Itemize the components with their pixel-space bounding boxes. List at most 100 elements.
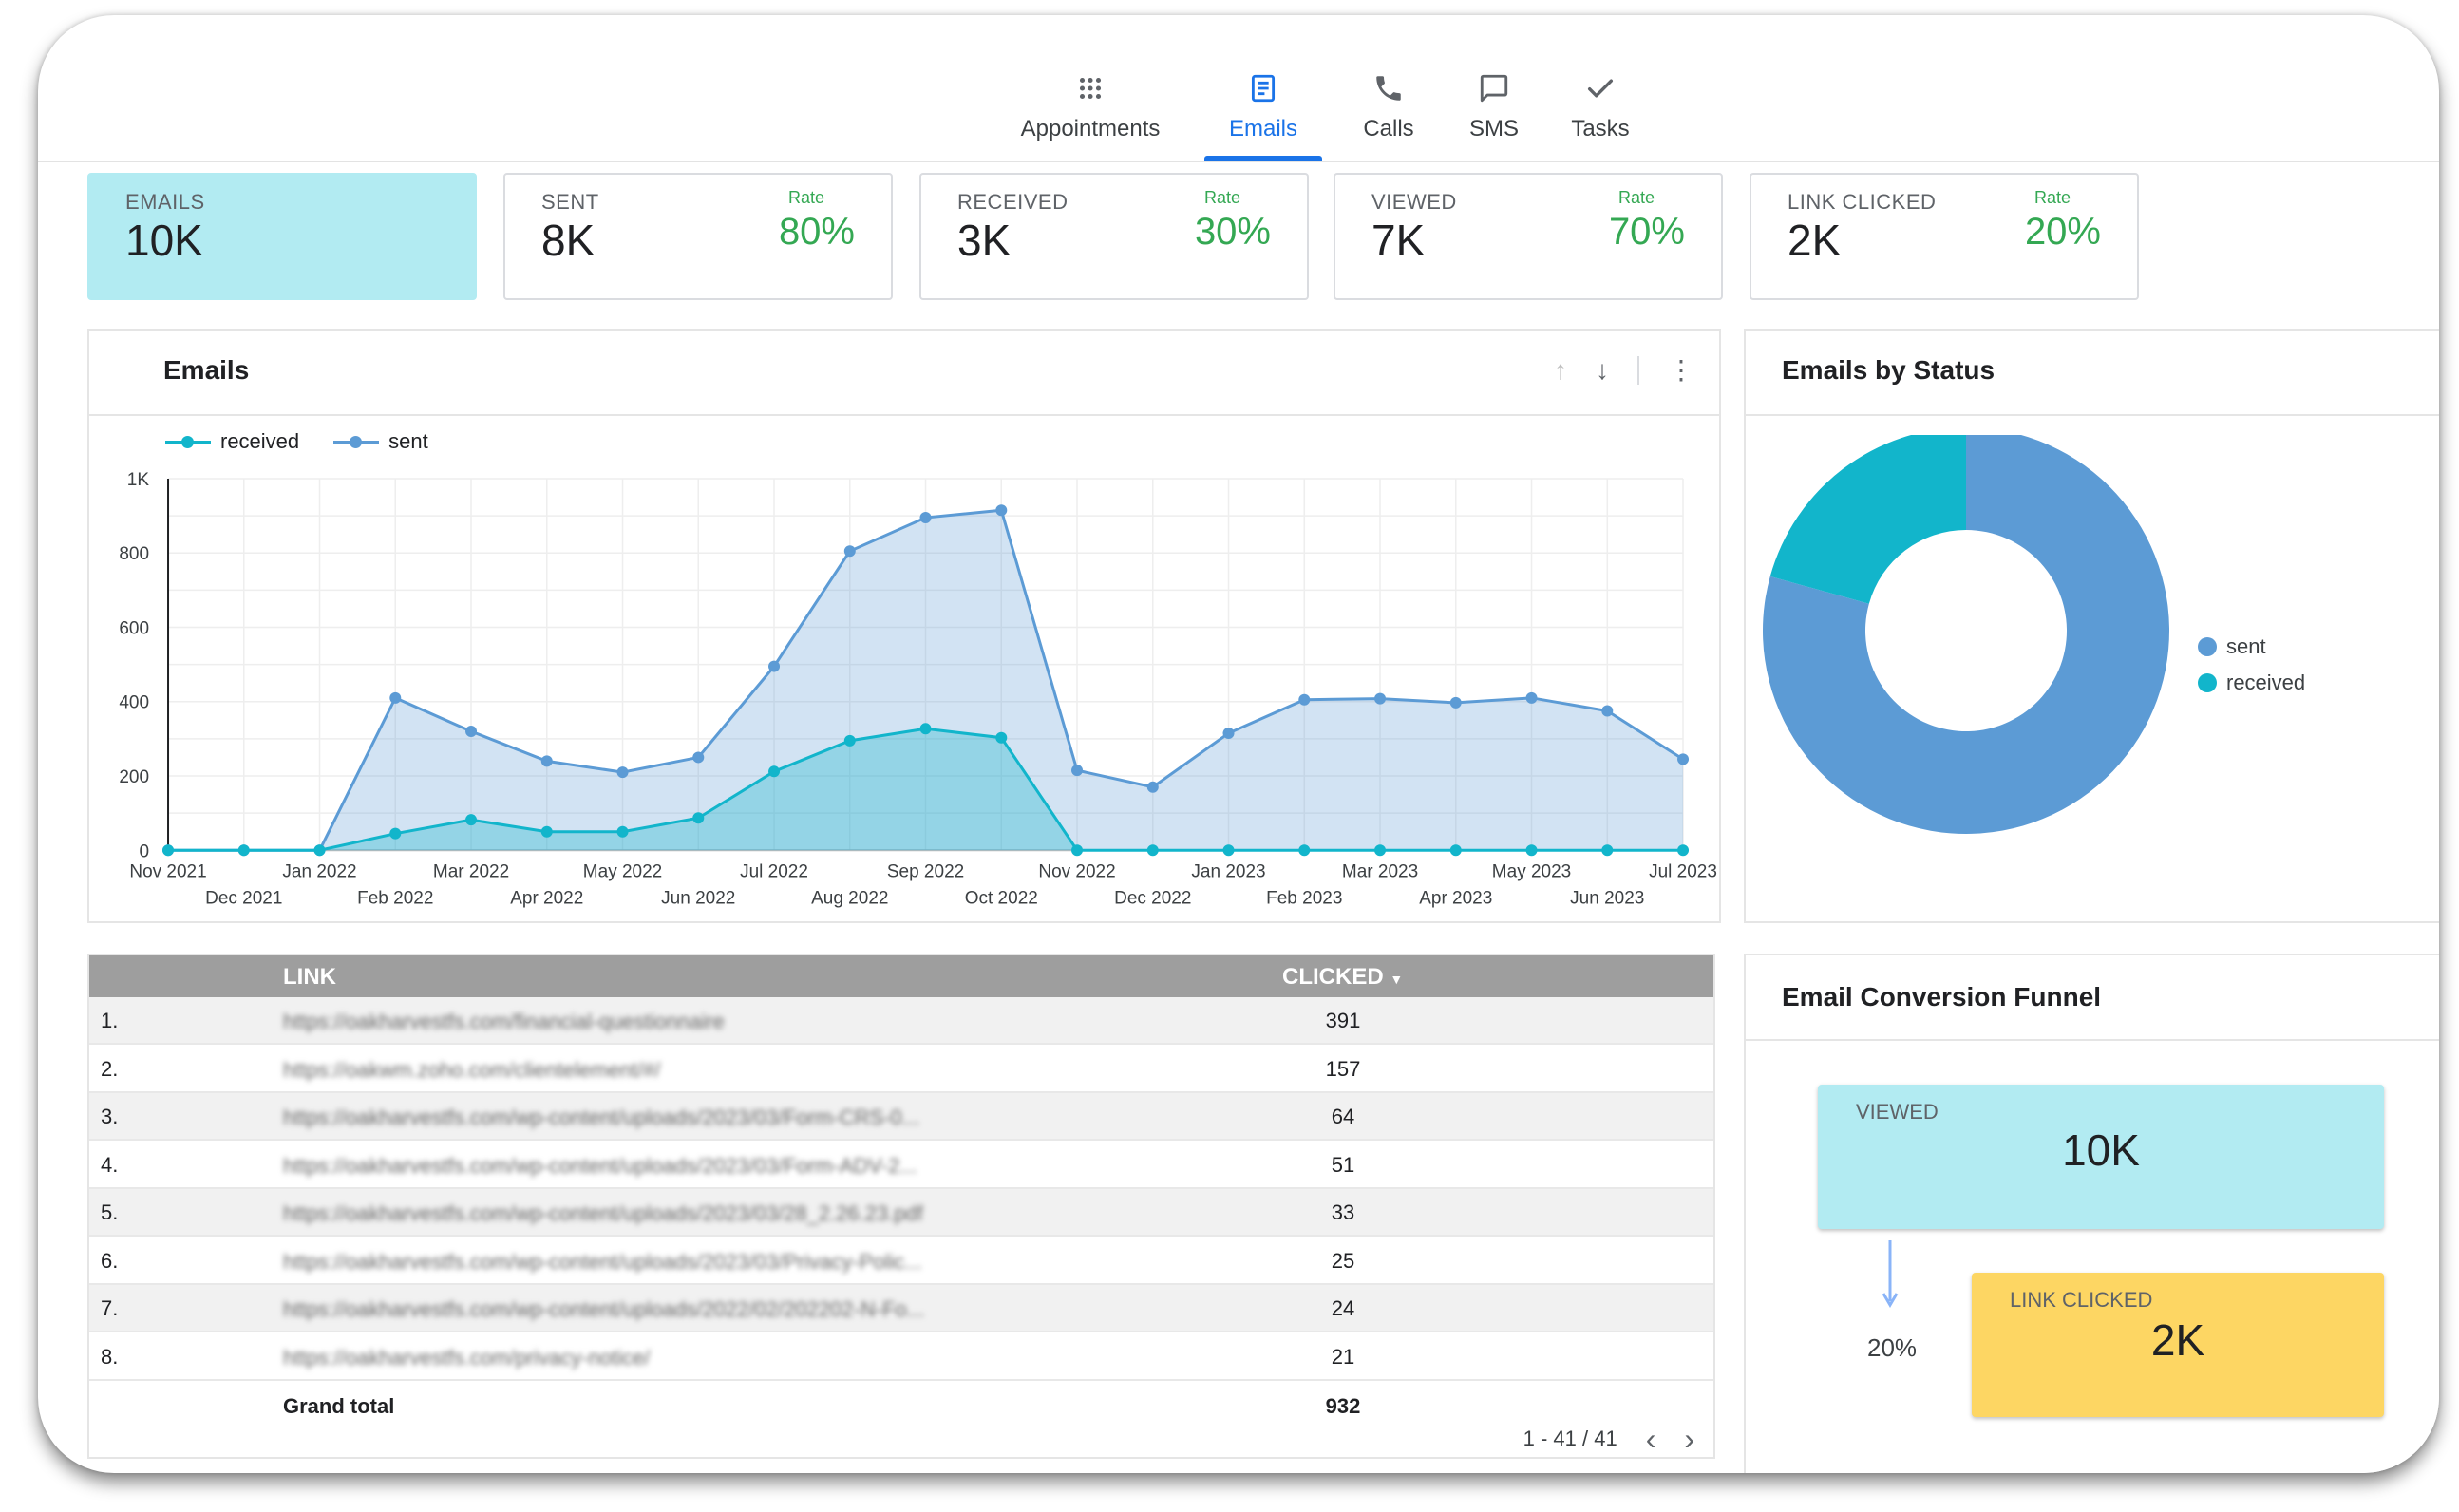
checkmark-icon <box>1558 72 1643 110</box>
legend-dot <box>2198 637 2217 656</box>
x-tick-label: Jun 2023 <box>1570 888 1644 908</box>
chart-toolbar: ↑ ↓ ⋮ <box>1554 355 1694 386</box>
sort-descending-icon[interactable]: ↓ <box>1596 355 1609 385</box>
table-row[interactable]: 6. https://oakharvestfs.com/wp-content/up… <box>89 1238 1713 1285</box>
row-index: 1. <box>101 1009 119 1032</box>
data-point-sent <box>1525 691 1538 704</box>
kpi-rate: 30% <box>1194 211 1271 253</box>
panel-title: Email Conversion Funnel <box>1782 982 2102 1011</box>
funnel-stage-label: LINK CLICKED <box>2010 1288 2153 1312</box>
row-clicked-count: 25 <box>1331 1248 1355 1273</box>
row-link[interactable]: https://oakharvestfs.com/wp-content/uplo… <box>283 1201 923 1225</box>
dashboard-frame: Appointments Emails Calls SMS Tasks <box>38 15 2439 1473</box>
data-point-sent <box>1677 753 1690 765</box>
data-point-received <box>1298 844 1311 857</box>
donut-slice-sent[interactable] <box>1763 435 2169 834</box>
x-tick-label: Feb 2022 <box>357 888 433 908</box>
table-total-row: Grand total 932 <box>89 1387 1713 1425</box>
legend-label: sent <box>388 429 428 453</box>
panel-divider <box>1746 414 2439 416</box>
row-link[interactable]: https://oakharvestfs.com/wp-content/uplo… <box>283 1153 917 1178</box>
row-index: 4. <box>101 1152 119 1177</box>
funnel-viewed-box: VIEWED 10K <box>1818 1085 2384 1229</box>
table-row[interactable]: 1. https://oakharvestfs.com/financial-que… <box>89 997 1713 1045</box>
x-tick-label: Jan 2022 <box>282 861 356 881</box>
series-area-received <box>168 728 1684 851</box>
legend-label: received <box>2226 671 2306 694</box>
phone-icon <box>1341 72 1436 110</box>
table-row[interactable]: 3. https://oakharvestfs.com/wp-content/up… <box>89 1093 1713 1141</box>
pager-range: 1 - 41 / 41 <box>1523 1427 1617 1450</box>
tab-calls[interactable]: Calls <box>1341 72 1436 142</box>
table-header: LINK CLICKED ▼ <box>89 955 1713 997</box>
x-tick-label: Dec 2021 <box>205 888 282 908</box>
donut-slice-received[interactable] <box>1769 435 1966 604</box>
table-row[interactable]: 8. https://oakharvestfs.com/privacy-notic… <box>89 1333 1713 1381</box>
tab-tasks[interactable]: Tasks <box>1558 72 1643 142</box>
y-tick-label: 200 <box>119 767 149 787</box>
toolbar-divider <box>1637 356 1639 385</box>
row-link[interactable]: https://oakharvestfs.com/wp-content/uplo… <box>283 1249 922 1274</box>
row-index: 6. <box>101 1248 119 1273</box>
funnel-stage-value: 10K <box>2062 1125 2140 1175</box>
tab-label: Emails <box>1228 116 1297 142</box>
tab-label: Tasks <box>1571 116 1630 142</box>
x-tick-label: Sep 2022 <box>887 861 964 881</box>
kpi-rate: 80% <box>778 211 855 253</box>
row-link[interactable]: https://oakharvestfs.com/wp-content/uplo… <box>283 1297 925 1321</box>
legend-item-received[interactable]: received <box>2198 671 2305 695</box>
row-index: 5. <box>101 1200 119 1224</box>
top-nav: Appointments Emails Calls SMS Tasks <box>38 15 2439 162</box>
table-row[interactable]: 2. https://oakwm.zoho.com/clientelement/#… <box>89 1046 1713 1093</box>
data-point-sent <box>616 766 629 779</box>
tab-sms[interactable]: SMS <box>1451 72 1537 142</box>
kpi-rate-label: Rate <box>787 188 824 207</box>
data-point-received <box>540 825 553 838</box>
table-row[interactable]: 7. https://oakharvestfs.com/wp-content/up… <box>89 1285 1713 1332</box>
data-point-received <box>1071 844 1084 857</box>
data-point-received <box>313 844 326 857</box>
legend-item-sent[interactable]: sent <box>2198 634 2305 659</box>
row-clicked-count: 51 <box>1331 1152 1355 1177</box>
chevron-left-icon[interactable]: ‹ <box>1645 1422 1656 1456</box>
row-index: 3. <box>101 1105 119 1128</box>
tab-emails[interactable]: Emails <box>1201 72 1325 142</box>
table-row[interactable]: 4. https://oakharvestfs.com/wp-content/up… <box>89 1142 1713 1189</box>
tab-label: Appointments <box>1020 116 1161 142</box>
data-point-sent <box>1071 765 1084 777</box>
emails-by-status-panel: Emails by Status sent received <box>1744 329 2439 923</box>
legend-item-received[interactable]: received <box>165 429 299 454</box>
data-point-received <box>1601 844 1614 857</box>
table-row[interactable]: 5. https://oakharvestfs.com/wp-content/up… <box>89 1189 1713 1237</box>
data-point-sent <box>1449 696 1462 709</box>
chevron-right-icon[interactable]: › <box>1684 1422 1694 1456</box>
row-link[interactable]: https://oakharvestfs.com/wp-content/uplo… <box>283 1106 920 1129</box>
data-point-received <box>389 827 402 840</box>
row-clicked-count: 64 <box>1331 1105 1355 1128</box>
kpi-received-card: RECEIVED 3K Rate 30% <box>919 173 1309 300</box>
y-tick-label: 800 <box>119 544 149 564</box>
sort-ascending-icon[interactable]: ↑ <box>1554 355 1567 385</box>
kpi-label: SENT <box>541 190 599 214</box>
row-index: 7. <box>101 1296 119 1320</box>
row-clicked-count: 24 <box>1331 1296 1355 1320</box>
more-options-icon[interactable]: ⋮ <box>1668 355 1694 385</box>
active-tab-indicator <box>1204 156 1322 161</box>
column-header-clicked[interactable]: CLICKED ▼ <box>1282 964 1403 991</box>
data-point-sent <box>1222 728 1235 740</box>
data-point-received <box>162 844 175 857</box>
row-clicked-count: 157 <box>1325 1056 1361 1081</box>
row-link[interactable]: https://oakharvestfs.com/privacy-notice/ <box>283 1345 651 1370</box>
kpi-value: 2K <box>1788 216 1842 265</box>
legend-item-sent[interactable]: sent <box>333 429 428 454</box>
row-link[interactable]: https://oakwm.zoho.com/clientelement/#/ <box>283 1057 661 1082</box>
tab-appointments[interactable]: Appointments <box>995 72 1185 142</box>
row-link[interactable]: https://oakharvestfs.com/financial-quest… <box>283 1010 725 1033</box>
column-header-link[interactable]: LINK <box>283 964 336 990</box>
x-tick-label: May 2023 <box>1492 861 1571 881</box>
data-point-sent <box>995 504 1008 517</box>
kpi-label: RECEIVED <box>957 190 1069 214</box>
row-index: 2. <box>101 1056 119 1081</box>
legend-swatch <box>333 436 380 448</box>
data-point-received <box>1677 844 1690 857</box>
